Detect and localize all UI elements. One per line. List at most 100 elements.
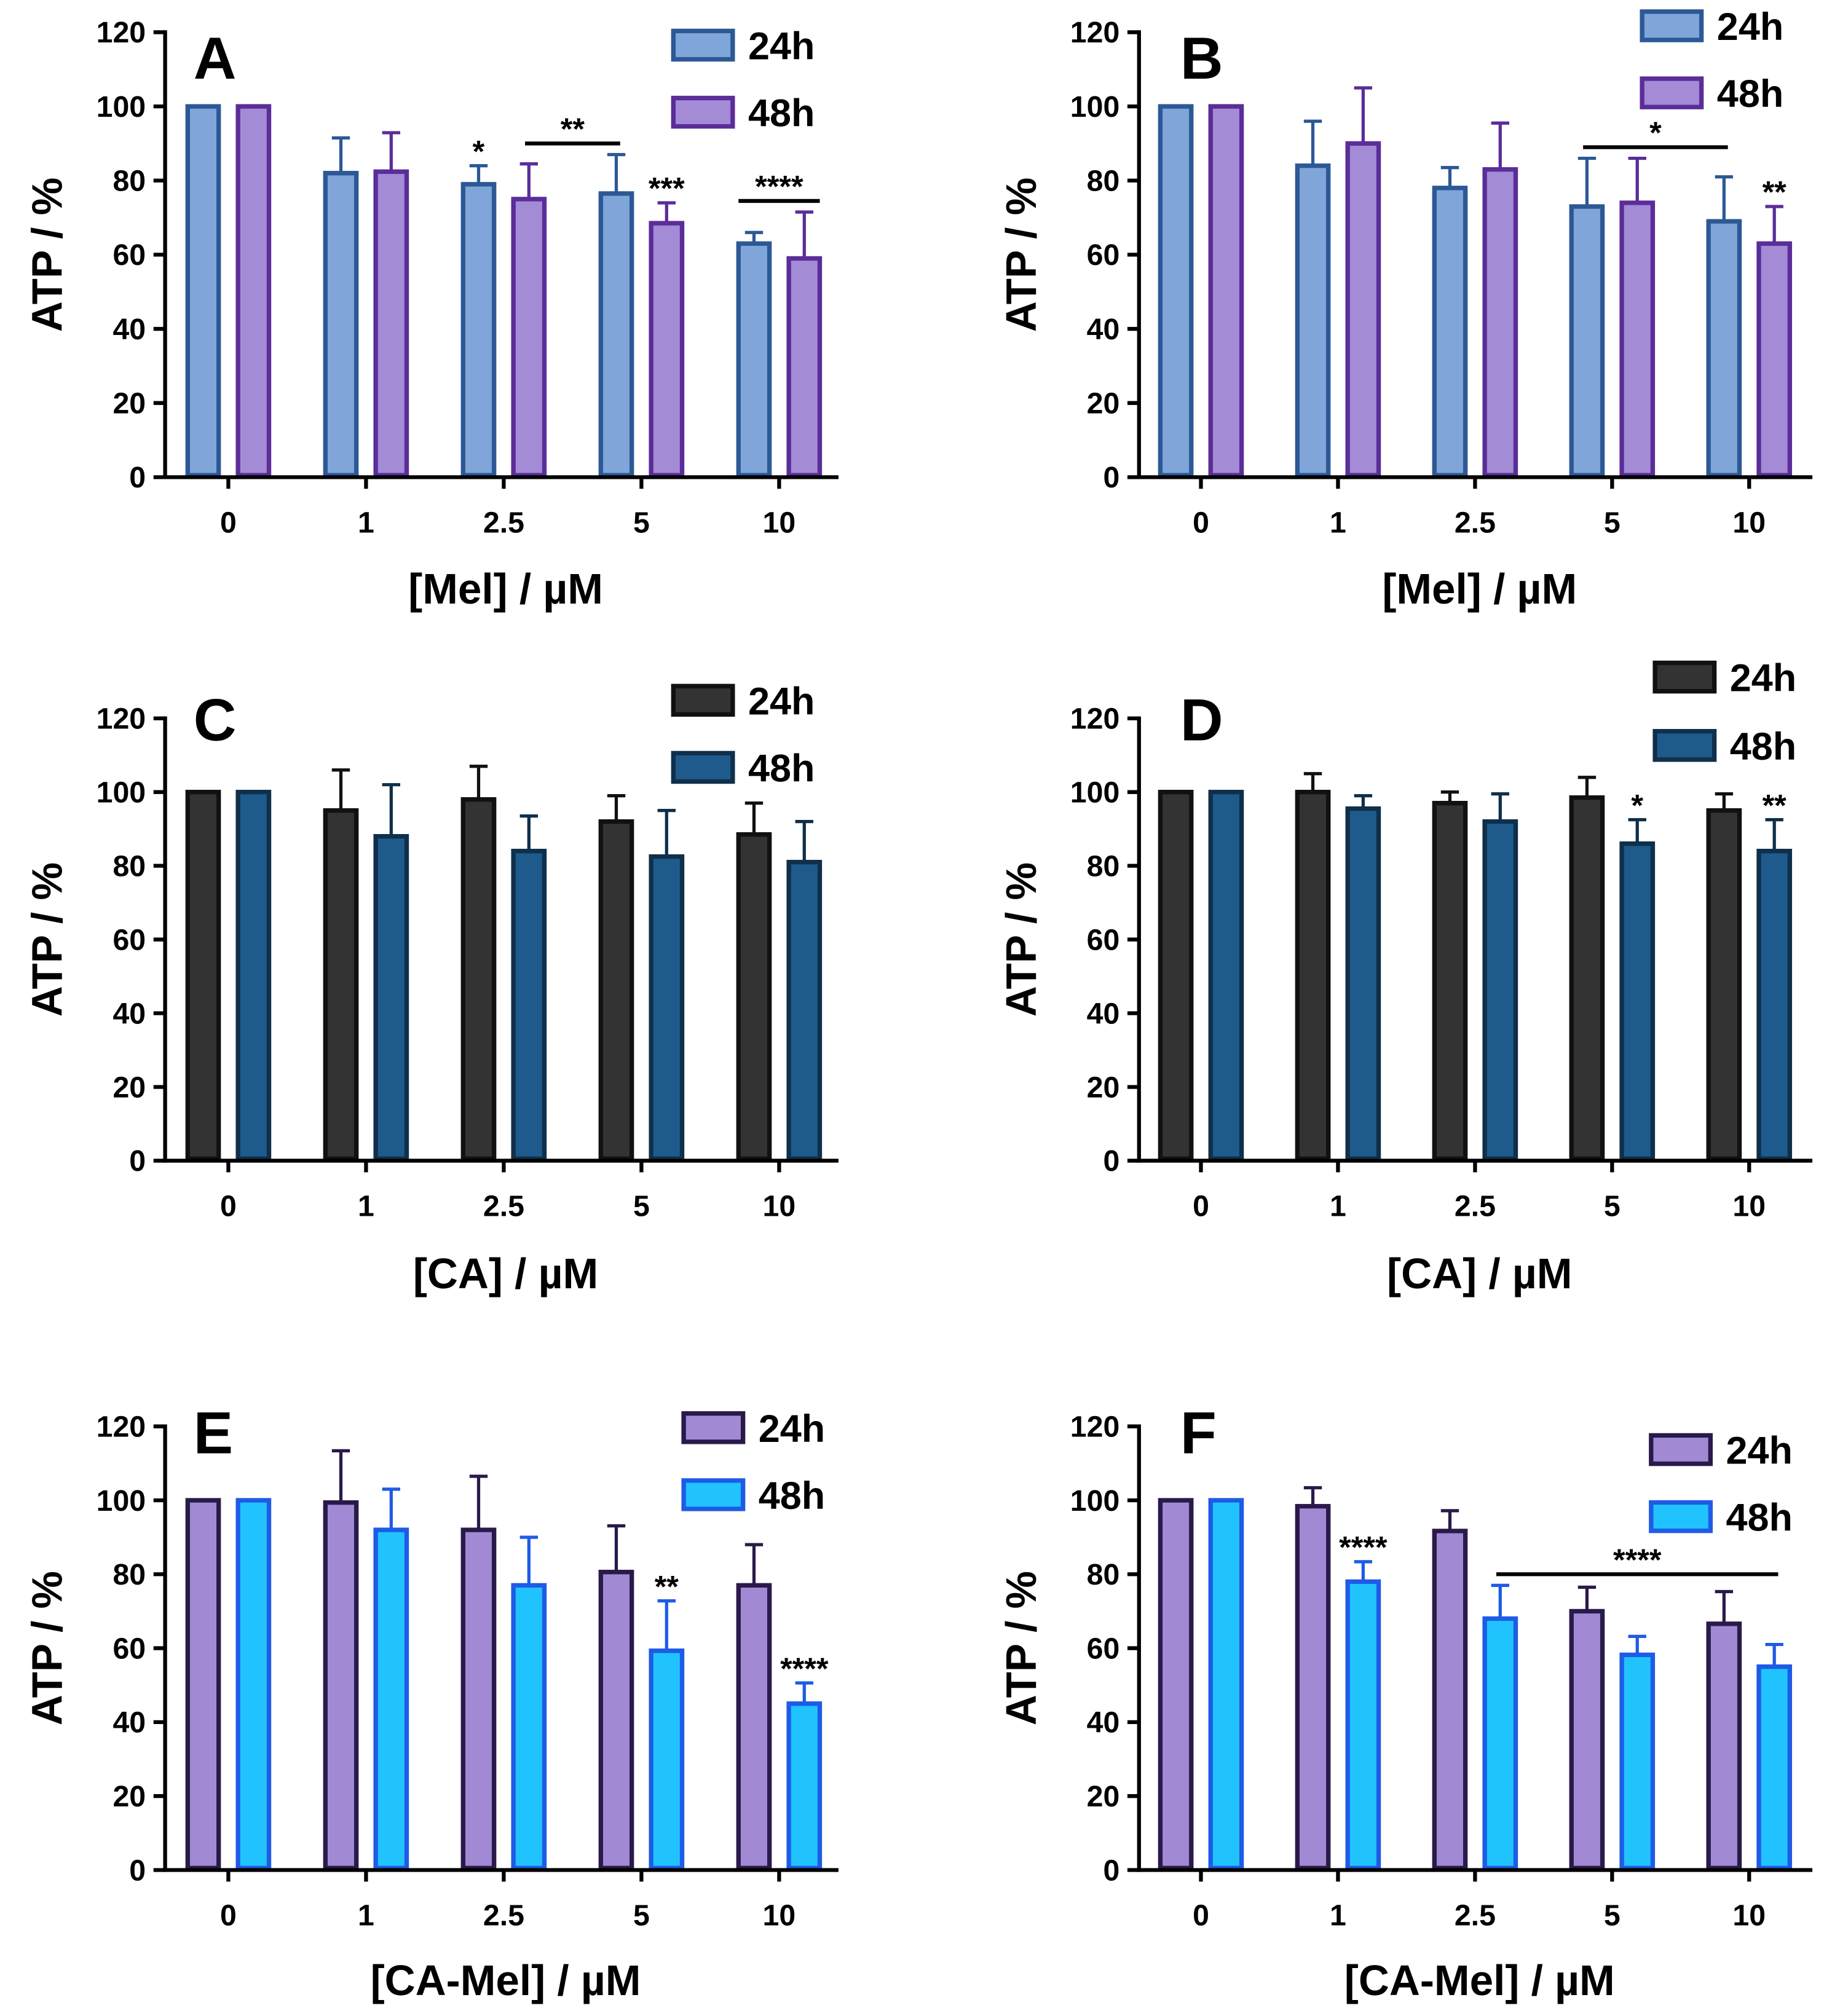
x-axis-label: [Mel] / µM [408, 565, 603, 613]
x-axis-label: [Mel] / µM [1382, 565, 1577, 613]
x-tick-label: 5 [633, 506, 650, 540]
bar-24h-cat-1 [1295, 163, 1331, 478]
significance-label: **** [1613, 1542, 1662, 1577]
x-tick-label: 0 [1193, 1190, 1209, 1223]
x-tick-label: 10 [763, 1899, 796, 1932]
y-tick-label: 60 [113, 238, 146, 272]
bar-48h-cat-2 [1482, 167, 1518, 478]
bar-24h-cat-3 [1569, 1608, 1605, 1871]
bar-48h-cat-1 [1345, 141, 1381, 478]
x-axis-label: [CA-Mel] / µM [1344, 1956, 1615, 2004]
x-tick-label: 2.5 [483, 506, 524, 540]
bar-48h-cat-3 [649, 854, 685, 1161]
chart-panel-1: B ATP / % [Mel] / µM 0 20 40 60 80 100 120 0 1 2.5 5 1… [997, 6, 1813, 613]
significance-label: **** [755, 169, 803, 204]
bar-24h-cat-0 [185, 104, 221, 478]
x-tick-label: 0 [220, 1190, 237, 1223]
legend-swatch-24h [681, 1411, 746, 1444]
bar-24h-cat-1 [323, 808, 359, 1161]
y-axis-label: ATP / % [23, 178, 71, 332]
bar-24h-cat-2 [1432, 186, 1468, 478]
y-axis-label: ATP / % [997, 178, 1045, 332]
significance-label: *** [649, 171, 685, 206]
bar-48h-cat-3 [649, 1648, 685, 1871]
bar-24h-cat-4 [736, 1583, 772, 1871]
y-tick-label: 100 [97, 90, 146, 124]
x-tick-label: 5 [1604, 1899, 1621, 1932]
y-tick-label: 60 [1087, 923, 1120, 956]
legend-swatch-24h [671, 28, 735, 62]
x-tick-label: 0 [220, 506, 237, 540]
legend-label-48h: 48h [1717, 73, 1783, 116]
bar-24h-cat-3 [1569, 795, 1605, 1161]
y-tick-label: 60 [1087, 238, 1120, 272]
y-tick-label: 0 [129, 461, 146, 494]
y-tick-label: 0 [1103, 1854, 1119, 1887]
x-tick-label: 5 [1604, 1190, 1621, 1223]
bar-24h-cat-4 [1706, 808, 1742, 1161]
bar-48h-cat-0 [235, 104, 272, 478]
x-tick-label: 10 [1732, 1899, 1766, 1932]
legend-label-24h: 24h [1726, 1430, 1793, 1473]
bar-48h-cat-0 [235, 790, 272, 1161]
legend-label-24h: 24h [759, 1408, 825, 1451]
x-tick-label: 1 [358, 1190, 374, 1223]
significance-label: ** [1763, 175, 1787, 210]
x-tick-label: 2.5 [1455, 506, 1496, 540]
bar-48h-cat-1 [373, 1527, 409, 1871]
x-tick-label: 2.5 [483, 1190, 524, 1223]
y-tick-label: 120 [97, 1410, 146, 1443]
y-tick-label: 20 [1087, 1780, 1120, 1813]
y-tick-label: 80 [1087, 165, 1120, 198]
y-tick-label: 60 [113, 1632, 146, 1665]
bar-48h-cat-2 [1482, 1616, 1518, 1871]
chart-panel-0: A ATP / % [Mel] / µM 0 20 40 60 80 100 120 0 1 2.5 5 1… [23, 16, 839, 613]
bar-48h-cat-2 [511, 1583, 547, 1871]
bar-48h-cat-4 [786, 256, 823, 478]
y-tick-label: 0 [129, 1854, 146, 1887]
legend-swatch-48h [681, 1478, 746, 1511]
bar-48h-cat-1 [373, 169, 409, 478]
y-tick-label: 120 [97, 16, 146, 49]
bar-24h-cat-1 [1295, 790, 1331, 1161]
legend-label-48h: 48h [1730, 725, 1796, 768]
y-tick-label: 40 [1087, 313, 1120, 346]
legend-label-24h: 24h [748, 25, 815, 68]
bar-48h-cat-2 [511, 197, 547, 478]
legend-swatch-24h [671, 683, 735, 717]
legend-swatch-48h [1640, 76, 1704, 109]
bar-48h-cat-4 [786, 859, 823, 1161]
bar-24h-cat-2 [460, 797, 497, 1161]
legend-label-24h: 24h [1717, 6, 1783, 49]
y-tick-label: 20 [1087, 1071, 1120, 1104]
y-tick-label: 80 [1087, 1558, 1120, 1591]
bar-24h-cat-4 [1706, 219, 1742, 478]
x-tick-label: 1 [1330, 1190, 1346, 1223]
bar-48h-cat-1 [1345, 806, 1381, 1161]
x-tick-label: 10 [763, 1190, 796, 1223]
y-tick-label: 100 [97, 1484, 146, 1518]
bar-48h-cat-1 [1345, 1579, 1381, 1871]
legend-swatch-48h [1652, 729, 1717, 762]
x-tick-label: 5 [633, 1190, 650, 1223]
bar-48h-cat-0 [1208, 104, 1244, 478]
bar-48h-cat-4 [786, 1701, 823, 1871]
bar-48h-cat-4 [1756, 1664, 1793, 1871]
significance-label: **** [1339, 1530, 1388, 1565]
bar-24h-cat-3 [598, 191, 634, 478]
panel-letter: D [1180, 687, 1223, 753]
x-tick-label: 1 [358, 506, 374, 540]
significance-label: * [1649, 115, 1662, 150]
y-axis-label: ATP / % [23, 1571, 71, 1725]
y-tick-label: 100 [1070, 776, 1120, 809]
y-tick-label: 40 [113, 313, 146, 346]
y-tick-label: 80 [1087, 849, 1120, 883]
bar-48h-cat-4 [1756, 848, 1793, 1161]
y-tick-label: 80 [113, 165, 146, 198]
x-tick-label: 10 [1732, 1190, 1766, 1223]
bar-48h-cat-0 [1208, 790, 1244, 1161]
x-axis-label: [CA-Mel] / µM [371, 1956, 641, 2004]
chart-panel-3: D ATP / % [CA] / µM 0 20 40 60 80 100 120 0 1 2.5 5 10… [997, 657, 1813, 1297]
bar-24h-cat-3 [598, 1569, 634, 1871]
